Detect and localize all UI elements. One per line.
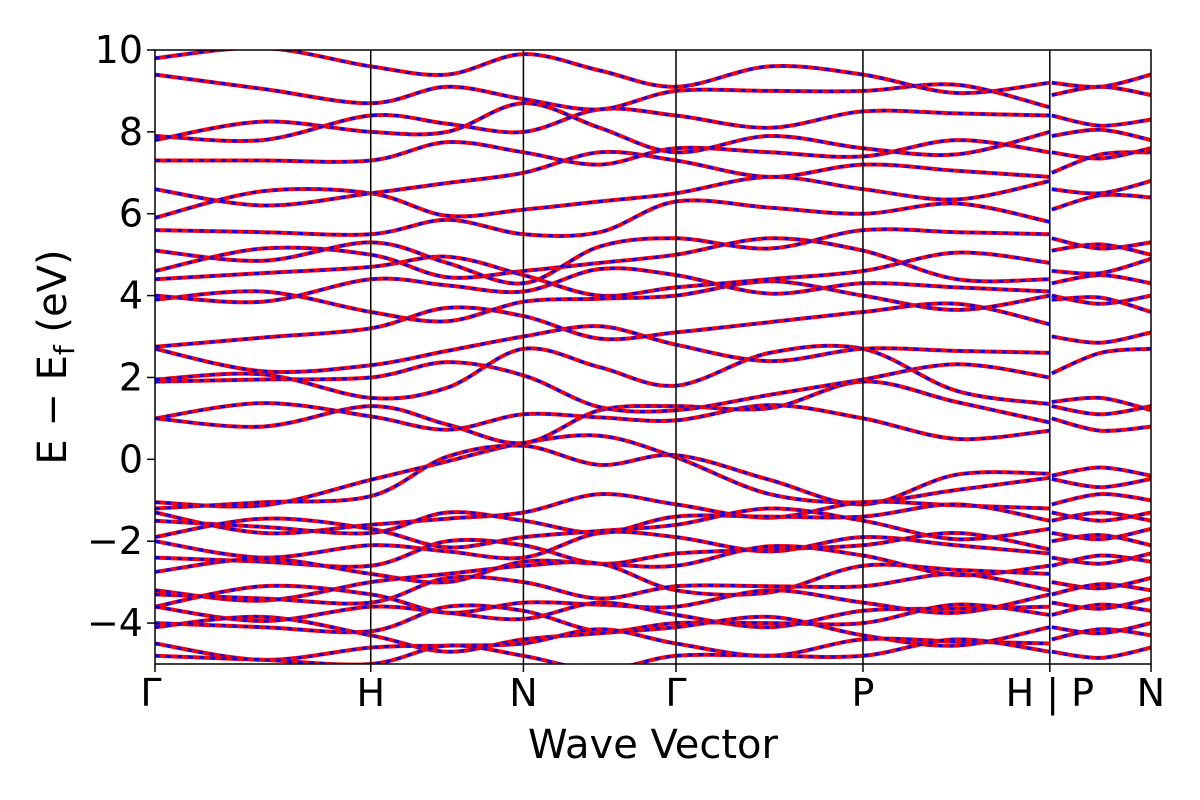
band-34-segment-1-red — [1051, 645, 1151, 660]
x-tick-label: N — [1137, 671, 1165, 715]
y-axis-label-unit: (eV) — [30, 249, 76, 345]
band-26-segment-0-blue — [155, 544, 1050, 585]
band-lines — [155, 50, 1151, 664]
band-23-segment-0-blue — [155, 506, 1050, 549]
band-18-segment-1-blue — [1051, 114, 1151, 128]
band-10-segment-0-blue — [155, 251, 1050, 298]
band-5-segment-1-blue — [1051, 347, 1151, 375]
band-7-segment-1-blue — [1051, 295, 1151, 314]
band-2-segment-1-blue — [1051, 416, 1151, 433]
band-21-segment-1-blue — [1051, 492, 1151, 506]
band-33-segment-0-blue — [155, 627, 1050, 662]
band-13-segment-0-blue — [155, 198, 1051, 238]
x-axis-ticks: Γ H N Γ P H | P N — [140, 664, 1165, 716]
band-0-segment-0-blue — [155, 433, 1050, 509]
band-9-segment-0-blue — [155, 266, 1050, 304]
x-tick-label: Γ — [140, 671, 161, 715]
y-axis-label-subscript: f — [48, 344, 81, 355]
band-13-segment-1-blue — [1051, 193, 1151, 212]
band-15-segment-0-blue — [155, 150, 1050, 208]
band-11-segment-1-blue — [1051, 242, 1151, 257]
band-19-segment-0-blue — [155, 73, 1051, 112]
band-14-segment-0-blue — [155, 175, 1051, 220]
band-22-segment-0-blue — [155, 502, 1051, 536]
band-2-segment-0-blue — [155, 401, 1050, 441]
band-25-segment-1-blue — [1051, 533, 1151, 547]
band-6-segment-0-blue — [155, 324, 1050, 374]
band-30-segment-1-blue — [1051, 597, 1151, 611]
y-tick-label: 2 — [119, 355, 143, 399]
band-8-segment-1-blue — [1051, 294, 1151, 306]
band-10-segment-1-blue — [1051, 257, 1151, 276]
y-axis-label: E − Ef (eV) — [30, 249, 81, 464]
y-tick-label: 0 — [119, 437, 143, 481]
band-32-segment-1-blue — [1051, 621, 1151, 635]
band-1-segment-1-blue — [1051, 465, 1151, 478]
y-tick-label: 4 — [119, 274, 143, 318]
band-31-segment-1-blue — [1051, 603, 1151, 617]
band-29-segment-0-blue — [155, 584, 1051, 615]
band-4-segment-0-blue — [155, 360, 1051, 414]
band-16-segment-1-blue — [1051, 146, 1151, 161]
x-tick-label: H — [356, 671, 385, 715]
band-7-segment-0-blue — [155, 301, 1051, 349]
band-26-segment-1-blue — [1051, 552, 1151, 566]
x-axis-label: Wave Vector — [528, 722, 779, 768]
y-tick-label: −4 — [87, 601, 143, 645]
band-8-segment-0-red — [155, 279, 1051, 324]
band-17-segment-1-blue — [1051, 128, 1151, 142]
band-32-segment-0-blue — [155, 615, 1051, 654]
band-29-segment-1-blue — [1051, 582, 1151, 596]
band-12-segment-1-blue — [1051, 236, 1151, 251]
band-30-segment-0-blue — [155, 601, 1050, 629]
y-tick-label: 8 — [119, 110, 143, 154]
band-12-segment-0-red — [155, 227, 1050, 286]
band-28-segment-1-blue — [1051, 576, 1151, 590]
y-tick-label: 10 — [95, 28, 143, 72]
band-8-segment-0-blue — [155, 279, 1051, 323]
band-5-segment-1-red — [1051, 346, 1151, 376]
y-axis-ticks: −4 −2 0 2 4 6 8 10 — [87, 28, 155, 645]
x-tick-label: Γ — [665, 671, 686, 715]
y-axis-label-main: E − E — [30, 355, 76, 465]
plot-frame — [154, 49, 1152, 665]
band-16-segment-0-blue — [155, 138, 1050, 167]
y-tick-label: 6 — [119, 192, 143, 236]
band-6-segment-1-red — [1051, 330, 1151, 345]
y-tick-label: −2 — [87, 519, 143, 563]
band-5-segment-0-red — [155, 343, 1051, 407]
band-12-segment-0-blue — [155, 227, 1050, 286]
x-tick-label: N — [509, 671, 537, 715]
band-20-segment-1-blue — [1051, 73, 1151, 89]
band-3-segment-0-blue — [155, 380, 1051, 445]
band-9-segment-1-blue — [1051, 273, 1151, 285]
band-27-segment-1-blue — [1051, 553, 1151, 568]
x-tick-label: P — [851, 671, 874, 715]
band-23-segment-1-blue — [1051, 510, 1151, 523]
band-3-segment-0-red — [155, 379, 1051, 446]
band-22-segment-1-blue — [1051, 511, 1151, 523]
band-13-segment-1-red — [1051, 192, 1151, 212]
band-28-segment-0-blue — [155, 572, 1051, 606]
band-24-segment-0-blue — [155, 530, 1050, 560]
band-14-segment-1-blue — [1051, 179, 1151, 196]
band-34-segment-0-red — [155, 637, 1051, 664]
band-1-segment-0-blue — [155, 444, 1050, 510]
band-0-segment-1-blue — [1051, 477, 1151, 489]
kpoint-separator-lines — [369, 50, 1051, 664]
band-6-segment-1-blue — [1051, 330, 1151, 345]
band-19-segment-1-blue — [1051, 85, 1151, 97]
band-24-segment-1-blue — [1051, 527, 1151, 541]
band-4-segment-1-blue — [1051, 404, 1151, 416]
x-tick-label: H | P — [1006, 671, 1094, 716]
band-27-segment-0-blue — [155, 560, 1050, 603]
band-2-segment-1-red — [1051, 416, 1151, 433]
band-33-segment-1-blue — [1051, 627, 1151, 641]
band-17-segment-1-red — [1051, 127, 1151, 143]
band-34-segment-1-blue — [1051, 646, 1151, 660]
band-20-segment-0-blue — [155, 50, 1050, 95]
band-5-segment-0-blue — [155, 344, 1051, 406]
